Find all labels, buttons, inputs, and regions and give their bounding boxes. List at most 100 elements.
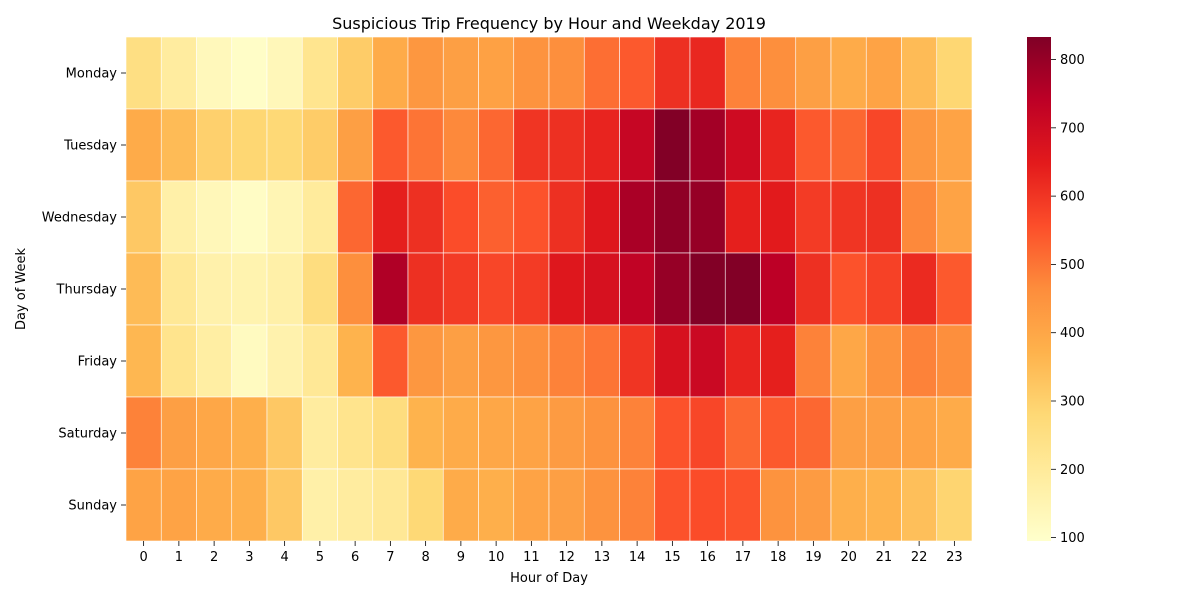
x-tick-label: 6 — [351, 550, 359, 565]
heatmap-cell — [160, 468, 197, 542]
heatmap-cell — [407, 468, 444, 542]
heatmap-cell — [442, 252, 479, 326]
heatmap-cell — [619, 108, 656, 182]
heatmap-cell — [160, 108, 197, 182]
heatmap-cell — [478, 252, 515, 326]
heatmap-cell — [689, 108, 726, 182]
heatmap-cell — [689, 252, 726, 326]
x-tick-label: 18 — [770, 550, 787, 565]
heatmap-cell — [619, 324, 656, 398]
heatmap-cell — [936, 468, 973, 542]
colorbar-tick-label: 600 — [1060, 190, 1085, 205]
heatmap-cell — [442, 36, 479, 110]
heatmap-cell — [654, 396, 691, 470]
heatmap-cell — [301, 108, 338, 182]
heatmap-cell — [865, 468, 902, 542]
heatmap-cell — [689, 180, 726, 254]
colorbar-tick-label: 300 — [1060, 395, 1085, 410]
heatmap-cell — [266, 108, 303, 182]
heatmap-cell — [689, 468, 726, 542]
heatmap-cell — [865, 324, 902, 398]
heatmap-cell — [301, 396, 338, 470]
heatmap-cell — [372, 108, 409, 182]
heatmap-cell — [865, 36, 902, 110]
heatmap-cell — [266, 324, 303, 398]
heatmap-cell — [724, 108, 761, 182]
heatmap-cell — [795, 108, 832, 182]
colorbar-tick-label: 800 — [1060, 53, 1085, 68]
heatmap-cell — [478, 468, 515, 542]
heatmap-cell — [196, 180, 233, 254]
heatmap-cell — [442, 324, 479, 398]
heatmap-cell — [865, 108, 902, 182]
y-tick-label: Thursday — [56, 283, 118, 298]
heatmap-cell — [266, 396, 303, 470]
heatmap-cell — [478, 324, 515, 398]
heatmap-cell — [619, 36, 656, 110]
x-tick-label: 9 — [457, 550, 465, 565]
heatmap-cell — [513, 396, 550, 470]
x-tick-label: 23 — [946, 550, 963, 565]
heatmap-cell — [830, 108, 867, 182]
heatmap-cell — [231, 252, 268, 326]
heatmap-cell — [936, 108, 973, 182]
heatmap-cell — [407, 36, 444, 110]
x-tick-label: 15 — [664, 550, 681, 565]
heatmap-cell — [196, 396, 233, 470]
heatmap-cell — [583, 180, 620, 254]
heatmap-cell — [160, 396, 197, 470]
heatmap-cell — [689, 396, 726, 470]
heatmap-cell — [583, 396, 620, 470]
heatmap-cell — [266, 180, 303, 254]
heatmap-cell — [196, 108, 233, 182]
heatmap-cell — [231, 324, 268, 398]
x-tick-label: 4 — [280, 550, 288, 565]
heatmap-cell — [337, 324, 374, 398]
heatmap-cell — [266, 468, 303, 542]
heatmap-cell — [724, 180, 761, 254]
colorbar-gradient — [1027, 37, 1051, 541]
heatmap-cell — [830, 180, 867, 254]
heatmap-cell — [936, 252, 973, 326]
heatmap-cell — [160, 180, 197, 254]
heatmap-cell — [901, 396, 938, 470]
heatmap-cell — [865, 180, 902, 254]
y-tick-label: Saturday — [58, 427, 117, 442]
x-axis-label: Hour of Day — [510, 571, 588, 586]
y-axis-label: Day of Week — [14, 247, 29, 330]
heatmap-cell — [548, 396, 585, 470]
x-tick-label: 14 — [629, 550, 646, 565]
heatmap-cell — [196, 36, 233, 110]
chart-title: Suspicious Trip Frequency by Hour and We… — [332, 14, 766, 33]
heatmap-cell — [619, 396, 656, 470]
heatmap-cell — [583, 324, 620, 398]
heatmap-cell — [301, 324, 338, 398]
heatmap-cell — [337, 108, 374, 182]
heatmap-cell — [760, 252, 797, 326]
heatmap-cell — [125, 468, 162, 542]
heatmap-cell — [654, 252, 691, 326]
heatmap-cell — [724, 396, 761, 470]
colorbar-tick-label: 400 — [1060, 326, 1085, 341]
heatmap-cell — [724, 468, 761, 542]
heatmap-cell — [478, 396, 515, 470]
heatmap-cell — [795, 36, 832, 110]
heatmap-cell — [196, 252, 233, 326]
heatmap-cell — [442, 396, 479, 470]
heatmap-cell — [583, 468, 620, 542]
heatmap-cell — [760, 180, 797, 254]
x-tick-label: 22 — [911, 550, 928, 565]
x-tick-label: 12 — [558, 550, 575, 565]
heatmap-cell — [231, 108, 268, 182]
heatmap-cell — [196, 324, 233, 398]
y-tick-label: Friday — [78, 355, 118, 370]
heatmap-cell — [583, 36, 620, 110]
heatmap-cell — [654, 180, 691, 254]
heatmap-cell — [125, 252, 162, 326]
x-tick-label: 0 — [139, 550, 147, 565]
x-tick-label: 17 — [735, 550, 752, 565]
heatmap-cell — [654, 324, 691, 398]
heatmap-cell — [654, 36, 691, 110]
heatmap-cell — [372, 468, 409, 542]
